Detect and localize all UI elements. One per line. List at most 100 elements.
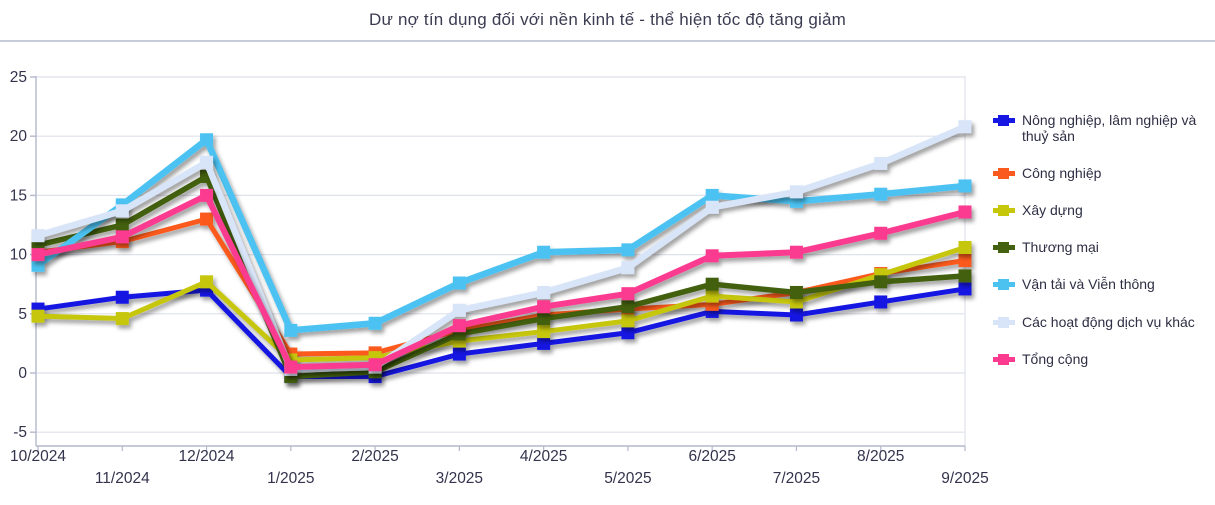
y-axis-labels: 25 20 15 10 5 0 -5 xyxy=(10,69,36,441)
x-tick-label: 7/2025 xyxy=(773,470,820,487)
x-tick-label: 9/2025 xyxy=(941,470,988,487)
data-point-marker xyxy=(705,289,719,303)
data-point-marker xyxy=(705,249,719,263)
data-point-marker xyxy=(368,316,382,330)
legend-marker-icon xyxy=(993,316,1015,328)
data-point-marker xyxy=(958,179,972,193)
legend-label: Xây dựng xyxy=(1022,202,1083,219)
line-chart: 25 20 15 10 5 0 -5 10/2024 11/2024 12/2024 1/2025 2… xyxy=(10,69,989,487)
legend-label: Công nghiệp xyxy=(1022,165,1102,182)
data-point-marker xyxy=(874,226,888,240)
data-point-marker xyxy=(958,269,972,283)
y-tick-label: -5 xyxy=(13,424,27,441)
x-axis-labels: 10/2024 11/2024 12/2024 1/2025 2/2025 3/2025 4… xyxy=(10,446,989,487)
data-point-marker xyxy=(115,312,129,326)
legend-item: Thương mại xyxy=(993,239,1208,255)
data-point-marker xyxy=(789,245,803,259)
series-vận-tải-và-viễn-thông xyxy=(31,133,972,337)
data-point-marker xyxy=(115,230,129,244)
data-point-marker xyxy=(31,229,45,243)
data-point-marker xyxy=(789,185,803,199)
chart-title: Dư nợ tín dụng đối với nền kinh tế - thể… xyxy=(368,10,847,29)
legend-marker-icon xyxy=(993,167,1015,180)
legend-marker-icon xyxy=(993,204,1015,217)
data-point-marker xyxy=(284,360,298,374)
data-point-marker xyxy=(621,300,635,314)
data-point-marker xyxy=(537,325,551,339)
y-gridlines xyxy=(36,76,965,433)
data-point-marker xyxy=(874,156,888,170)
legend-item: Các hoạt động dịch vụ khác xyxy=(993,314,1208,330)
data-point-marker xyxy=(452,347,466,361)
data-point-marker xyxy=(874,275,888,289)
x-tick-label: 12/2024 xyxy=(179,448,235,465)
y-tick-label: 10 xyxy=(10,247,28,264)
data-point-marker xyxy=(452,319,466,333)
legend-marker-icon xyxy=(993,114,1015,126)
data-point-marker xyxy=(621,314,635,328)
data-point-marker xyxy=(958,205,972,219)
x-tick-label: 11/2024 xyxy=(95,470,150,487)
data-point-marker xyxy=(789,308,803,322)
data-point-marker xyxy=(537,245,551,259)
data-point-marker xyxy=(958,254,972,268)
x-tick-label: 8/2025 xyxy=(857,448,904,465)
series-tổng-cộng xyxy=(31,188,972,374)
data-point-marker xyxy=(31,309,45,323)
x-tick-label: 6/2025 xyxy=(688,448,735,465)
data-point-marker xyxy=(705,188,719,202)
y-tick-label: 15 xyxy=(10,187,27,204)
data-point-marker xyxy=(200,188,214,202)
data-point-marker xyxy=(621,243,635,257)
data-point-marker xyxy=(115,218,129,232)
data-point-marker xyxy=(31,258,45,272)
x-tick-label: 4/2025 xyxy=(520,448,567,465)
legend-label: Thương mại xyxy=(1022,239,1099,256)
legend-item: Xây dựng xyxy=(993,202,1208,218)
data-point-marker xyxy=(200,275,214,289)
legend-marker-icon xyxy=(993,241,1015,254)
data-point-marker xyxy=(958,282,972,296)
data-point-marker xyxy=(621,261,635,275)
x-tick-label: 5/2025 xyxy=(604,470,651,487)
legend-label: Tổng cộng xyxy=(1022,350,1089,367)
data-point-marker xyxy=(621,287,635,301)
legend-label: Các hoạt động dịch vụ khác xyxy=(1022,313,1195,330)
data-point-marker xyxy=(284,323,298,337)
data-point-marker xyxy=(958,240,972,254)
y-tick-label: 25 xyxy=(10,69,27,86)
legend-item: Công nghiệp xyxy=(993,165,1208,181)
x-tick-label: 10/2024 xyxy=(10,448,66,465)
data-point-marker xyxy=(200,133,214,147)
data-point-marker xyxy=(115,204,129,218)
legend-marker-icon xyxy=(993,353,1015,365)
data-point-marker xyxy=(705,200,719,214)
data-point-marker xyxy=(452,276,466,290)
data-point-marker xyxy=(874,187,888,201)
data-point-marker xyxy=(200,212,214,226)
data-point-marker xyxy=(537,336,551,350)
data-point-marker xyxy=(537,300,551,314)
data-point-marker xyxy=(874,295,888,309)
data-point-marker xyxy=(621,326,635,340)
legend-item: Tổng cộng xyxy=(993,351,1208,367)
x-tick-label: 3/2025 xyxy=(436,470,483,487)
y-tick-label: 20 xyxy=(10,128,28,145)
data-point-marker xyxy=(537,285,551,299)
data-point-marker xyxy=(368,358,382,372)
x-tick-label: 1/2025 xyxy=(267,470,314,487)
legend-label: Vận tải và Viễn thông xyxy=(1022,276,1155,293)
data-point-marker xyxy=(452,303,466,317)
data-point-marker xyxy=(705,277,719,291)
data-point-marker xyxy=(31,248,45,262)
legend-marker-icon xyxy=(993,278,1015,291)
y-tick-label: 0 xyxy=(18,365,27,382)
x-tick-label: 2/2025 xyxy=(351,448,398,465)
legend-item: Nông nghiệp, lâm nghiệp và thuỷ sản xyxy=(993,112,1208,144)
data-point-marker xyxy=(789,285,803,299)
data-point-marker xyxy=(537,312,551,326)
data-point-marker xyxy=(958,120,972,134)
legend: Nông nghiệp, lâm nghiệp và thuỷ sản Công … xyxy=(993,112,1208,367)
data-point-marker xyxy=(200,155,214,169)
